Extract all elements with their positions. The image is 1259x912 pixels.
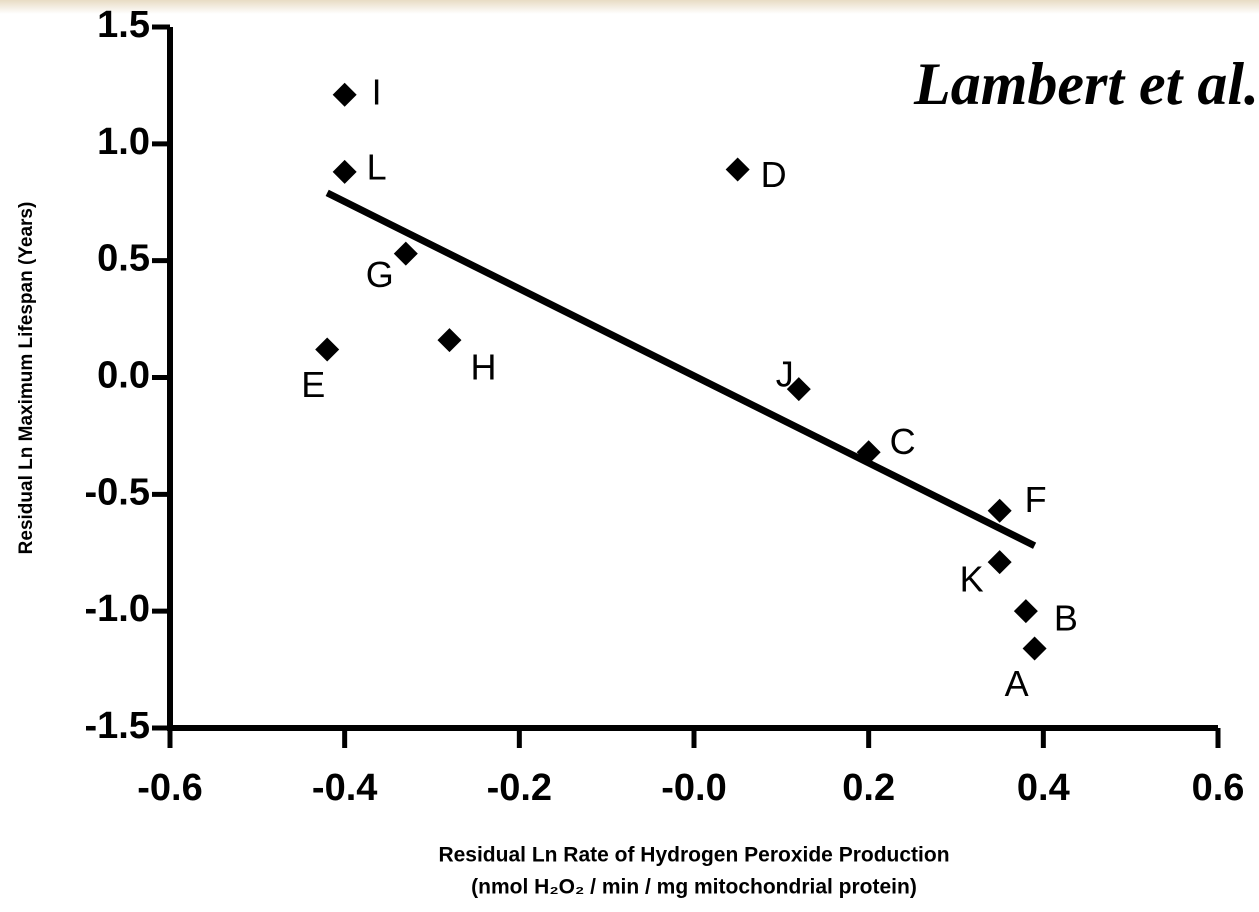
y-axis-label: Residual Ln Maximum Lifespan (Years)	[16, 202, 37, 555]
point-label: A	[1005, 663, 1029, 704]
x-tick-label: -0.6	[137, 767, 202, 809]
point	[725, 157, 750, 182]
x-tick-label: -0.4	[312, 767, 377, 809]
point	[315, 337, 340, 362]
x-tick-label: 0.2	[842, 767, 895, 809]
point-label: K	[960, 559, 984, 600]
trendline	[325, 189, 1037, 549]
x-axis-label: Residual Ln Rate of Hydrogen Peroxide Pr…	[438, 844, 949, 867]
point	[786, 377, 811, 402]
x-tick-label: -0.0	[661, 767, 726, 809]
point-label: L	[367, 146, 387, 187]
point	[393, 241, 418, 266]
point-label: B	[1054, 598, 1078, 639]
point	[1013, 599, 1038, 624]
x-tick-label: 0.4	[1017, 767, 1070, 809]
y-tick-label: 0.5	[97, 238, 150, 280]
y-tick-label: 0.0	[97, 355, 150, 397]
point	[1022, 636, 1047, 661]
y-tick-label: 1.0	[97, 121, 150, 163]
point-label: C	[890, 421, 916, 462]
point-label: H	[470, 347, 496, 388]
point-label: F	[1025, 479, 1047, 520]
x-tick-label: 0.6	[1192, 767, 1245, 809]
point-label: I	[372, 71, 382, 112]
point	[856, 440, 881, 465]
point	[987, 498, 1012, 523]
y-tick-label: -1.5	[85, 705, 150, 747]
annotation: Lambert et al.	[913, 51, 1259, 117]
y-tick-label: -1.0	[85, 588, 150, 630]
point	[437, 328, 462, 353]
point-label: D	[761, 154, 787, 195]
y-tick-label: -0.5	[85, 471, 150, 513]
y-tick-label: 1.5	[97, 4, 150, 46]
point-label: J	[776, 354, 794, 395]
x-tick-label: -0.2	[487, 767, 552, 809]
point	[332, 82, 357, 107]
point	[332, 159, 357, 184]
x-axis-label: (nmol H₂O₂ / min / mg mitochondrial prot…	[471, 876, 917, 899]
point	[987, 550, 1012, 575]
point-label: E	[301, 364, 325, 405]
top-band	[0, 0, 1259, 14]
point-label: G	[366, 254, 394, 295]
